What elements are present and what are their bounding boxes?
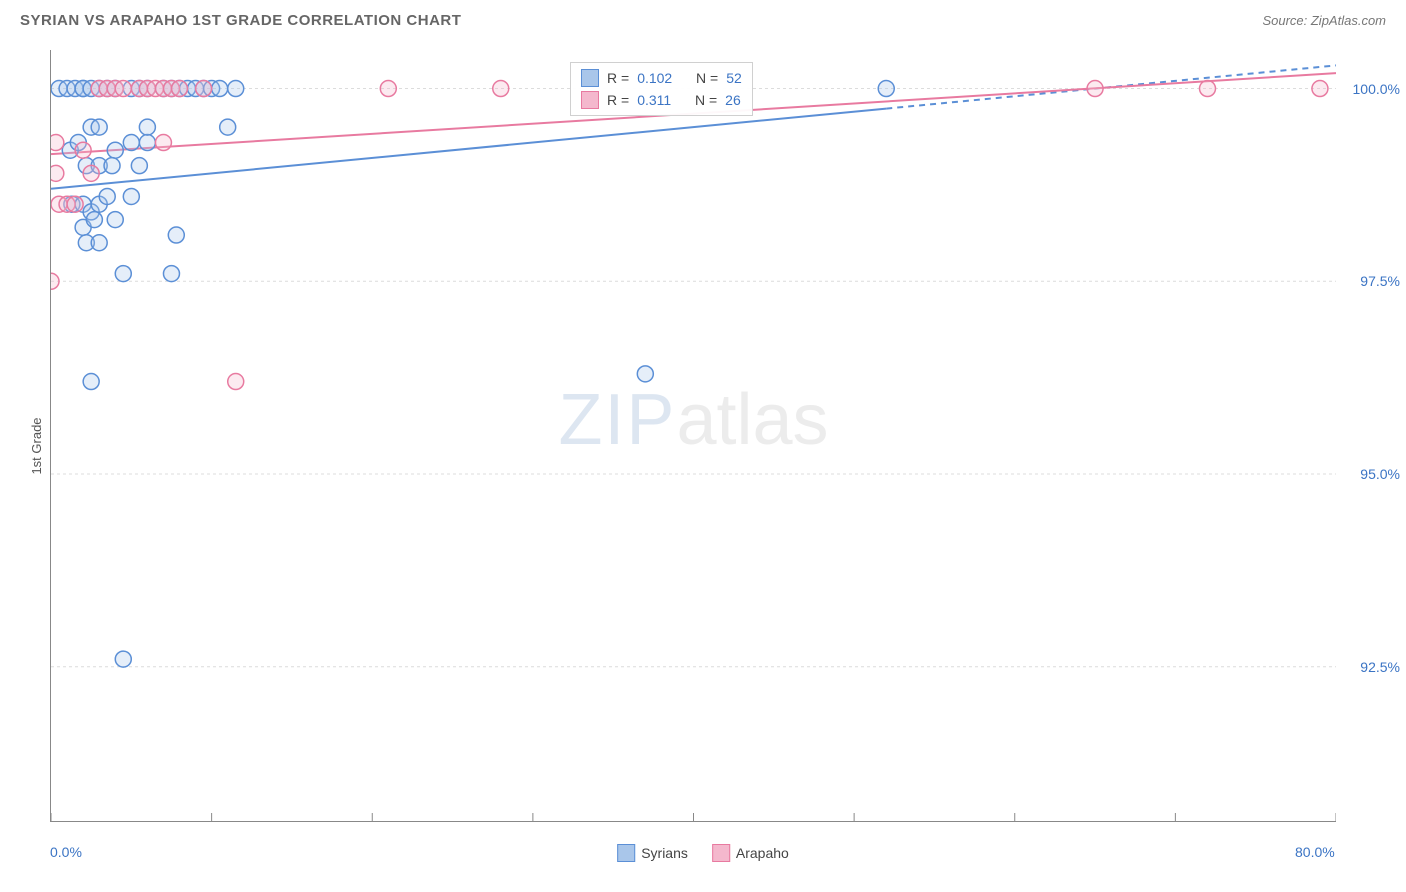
x-tick-label: 80.0% bbox=[1295, 844, 1335, 860]
correlation-legend: R = 0.102 N = 52 R = 0.311 N = 26 bbox=[570, 62, 753, 116]
y-tick-label: 95.0% bbox=[1360, 466, 1400, 482]
y-tick-label: 92.5% bbox=[1360, 659, 1400, 675]
y-tick-label: 100.0% bbox=[1353, 81, 1400, 97]
header: SYRIAN VS ARAPAHO 1ST GRADE CORRELATION … bbox=[0, 0, 1406, 37]
legend-label-syrians: Syrians bbox=[641, 845, 688, 861]
r-label: R = bbox=[607, 70, 629, 86]
n-value-syrians: 52 bbox=[726, 70, 742, 86]
scatter-plot-svg bbox=[51, 50, 1336, 821]
arapaho-swatch-icon bbox=[712, 844, 730, 862]
legend-item-arapaho: Arapaho bbox=[712, 844, 789, 862]
r-value-syrians: 0.102 bbox=[637, 70, 672, 86]
r-value-arapaho: 0.311 bbox=[637, 92, 671, 108]
legend-label-arapaho: Arapaho bbox=[736, 845, 789, 861]
r-label: R = bbox=[607, 92, 629, 108]
legend-item-syrians: Syrians bbox=[617, 844, 688, 862]
n-label: N = bbox=[696, 70, 718, 86]
plot-area: ZIPatlas bbox=[50, 50, 1336, 822]
syrians-swatch bbox=[581, 69, 599, 87]
n-value-arapaho: 26 bbox=[725, 92, 741, 108]
syrians-swatch-icon bbox=[617, 844, 635, 862]
y-axis-label: 1st Grade bbox=[29, 417, 44, 474]
chart-container: SYRIAN VS ARAPAHO 1ST GRADE CORRELATION … bbox=[0, 0, 1406, 892]
y-tick-label: 97.5% bbox=[1360, 273, 1400, 289]
series-legend: Syrians Arapaho bbox=[617, 844, 789, 862]
legend-row-arapaho: R = 0.311 N = 26 bbox=[581, 89, 742, 111]
source-attribution: Source: ZipAtlas.com bbox=[1262, 13, 1386, 28]
x-tick-label: 0.0% bbox=[50, 844, 82, 860]
chart-title: SYRIAN VS ARAPAHO 1ST GRADE CORRELATION … bbox=[20, 12, 461, 29]
arapaho-swatch bbox=[581, 91, 599, 109]
legend-row-syrians: R = 0.102 N = 52 bbox=[581, 67, 742, 89]
n-label: N = bbox=[695, 92, 717, 108]
